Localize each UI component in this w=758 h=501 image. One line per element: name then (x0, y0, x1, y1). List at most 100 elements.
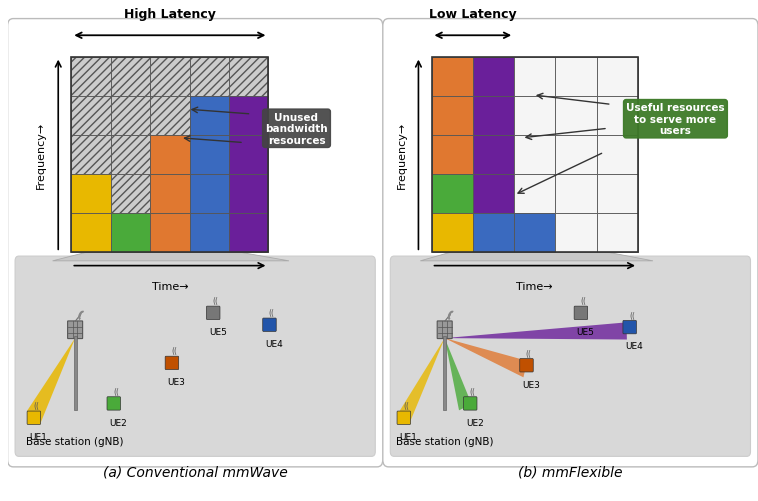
FancyBboxPatch shape (623, 321, 637, 334)
Text: Time→: Time→ (516, 281, 553, 291)
Bar (229, 214, 268, 253)
Text: UE1: UE1 (30, 432, 47, 441)
Polygon shape (445, 339, 528, 378)
Bar (150, 58, 190, 97)
Text: Frequency→: Frequency→ (36, 122, 46, 189)
Text: ((: (( (403, 401, 409, 410)
Text: Low Latency: Low Latency (429, 8, 517, 21)
Bar (229, 97, 268, 136)
Bar (229, 175, 268, 214)
Text: UE5: UE5 (208, 328, 227, 337)
FancyBboxPatch shape (437, 321, 453, 339)
Bar (431, 214, 473, 253)
Text: High Latency: High Latency (124, 8, 216, 21)
Bar (473, 136, 514, 175)
Text: ((: (( (269, 309, 274, 318)
FancyBboxPatch shape (520, 359, 533, 372)
FancyArrow shape (75, 314, 81, 322)
Bar (71, 58, 268, 253)
Bar (514, 136, 556, 175)
Bar (556, 214, 597, 253)
Bar (473, 175, 514, 214)
Bar (597, 136, 638, 175)
Text: UE3: UE3 (168, 377, 186, 386)
FancyBboxPatch shape (27, 411, 41, 424)
Bar (597, 58, 638, 97)
Bar (111, 214, 150, 253)
Bar (431, 97, 473, 136)
Bar (190, 58, 229, 97)
Bar (431, 58, 473, 97)
Polygon shape (399, 339, 445, 422)
FancyBboxPatch shape (206, 307, 220, 320)
Text: Base station (gNB): Base station (gNB) (396, 436, 493, 446)
Bar (473, 97, 514, 136)
Text: Useful resources
to serve more
users: Useful resources to serve more users (626, 103, 725, 136)
Bar (597, 175, 638, 214)
Bar (597, 214, 638, 253)
FancyArrow shape (444, 314, 451, 322)
Polygon shape (27, 339, 75, 423)
Bar (556, 58, 597, 97)
Bar (111, 97, 150, 136)
FancyBboxPatch shape (107, 397, 121, 410)
Text: UE4: UE4 (265, 339, 283, 348)
FancyBboxPatch shape (390, 257, 750, 456)
Bar (556, 175, 597, 214)
Text: Time→: Time→ (152, 281, 188, 291)
FancyBboxPatch shape (383, 20, 758, 467)
Text: UE3: UE3 (522, 380, 540, 389)
Bar (71, 58, 111, 97)
Bar (150, 214, 190, 253)
FancyBboxPatch shape (574, 307, 587, 320)
Text: Unused
bandwidth
resources: Unused bandwidth resources (265, 112, 327, 146)
Text: UE5: UE5 (577, 328, 594, 337)
Bar (111, 175, 150, 214)
Bar (514, 58, 556, 97)
Bar (71, 97, 111, 136)
Bar (514, 175, 556, 214)
Bar (597, 97, 638, 136)
FancyBboxPatch shape (397, 411, 411, 424)
FancyBboxPatch shape (67, 321, 83, 339)
Bar (514, 97, 556, 136)
Bar (229, 58, 268, 97)
FancyBboxPatch shape (165, 357, 179, 370)
Bar (514, 214, 556, 253)
Text: ((: (( (212, 297, 218, 306)
Bar (190, 175, 229, 214)
Bar (443, 336, 446, 410)
Bar (229, 136, 268, 175)
Bar (556, 136, 597, 175)
FancyBboxPatch shape (263, 319, 276, 332)
Bar (190, 97, 229, 136)
Bar (111, 58, 150, 97)
Bar (431, 136, 473, 175)
Bar (473, 58, 514, 97)
Polygon shape (445, 339, 471, 410)
Bar (150, 97, 190, 136)
Text: (a) Conventional mmWave: (a) Conventional mmWave (103, 465, 287, 478)
Bar (71, 214, 111, 253)
Bar (190, 136, 229, 175)
Text: UE4: UE4 (625, 342, 643, 351)
Text: ((: (( (526, 349, 532, 358)
Text: UE2: UE2 (109, 418, 127, 427)
Bar (150, 175, 190, 214)
Text: ((: (( (580, 297, 586, 306)
Bar (431, 175, 473, 214)
Text: ((: (( (113, 387, 119, 396)
FancyBboxPatch shape (15, 257, 375, 456)
Bar (473, 214, 514, 253)
Text: ((: (( (171, 347, 177, 356)
Text: UE2: UE2 (466, 418, 484, 427)
Bar (71, 175, 111, 214)
Polygon shape (420, 253, 653, 262)
FancyBboxPatch shape (8, 20, 383, 467)
Bar (111, 136, 150, 175)
Polygon shape (52, 253, 289, 262)
Text: Base station (gNB): Base station (gNB) (27, 436, 124, 446)
Text: ((: (( (469, 387, 475, 396)
Bar (190, 214, 229, 253)
Bar (556, 97, 597, 136)
